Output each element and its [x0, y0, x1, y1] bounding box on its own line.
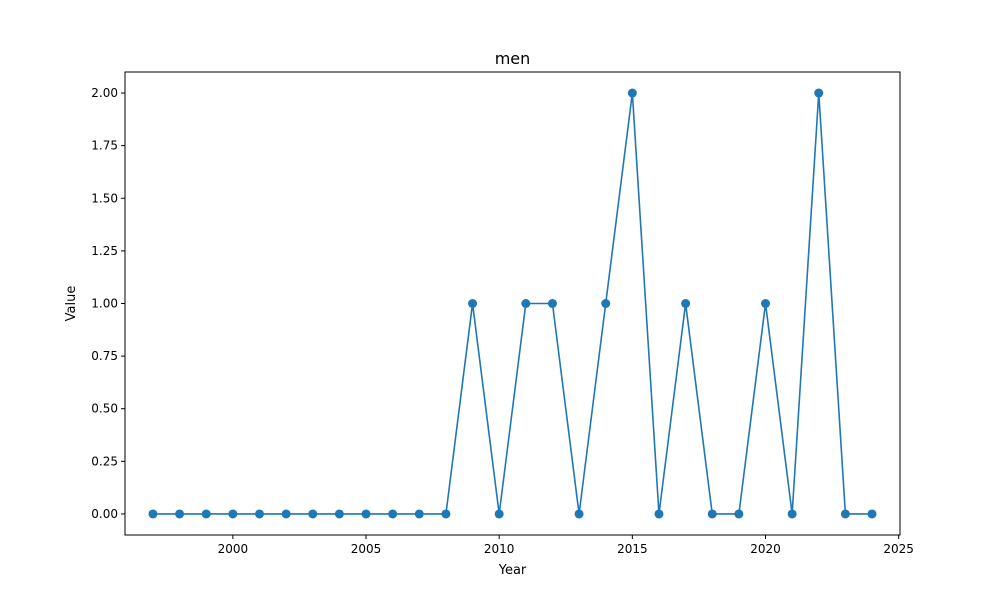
data-point — [308, 509, 318, 519]
data-point — [521, 299, 531, 308]
data-point — [627, 88, 637, 98]
x-tick-label: 2010 — [484, 542, 515, 556]
data-point — [654, 509, 664, 519]
data-point — [547, 299, 557, 308]
data-point — [388, 509, 398, 519]
y-tick-label: 1.50 — [91, 191, 118, 205]
data-point — [254, 509, 264, 519]
x-tick-label: 2000 — [218, 542, 249, 556]
y-tick-label: 0.50 — [91, 402, 118, 416]
y-tick-label: 1.00 — [91, 297, 118, 311]
data-point — [494, 509, 504, 519]
data-point — [867, 509, 877, 519]
data-point — [681, 299, 691, 308]
data-point — [761, 299, 771, 308]
series-layer — [148, 88, 877, 519]
y-tick-label: 1.25 — [91, 244, 118, 258]
data-point — [840, 509, 850, 519]
data-point — [414, 509, 424, 519]
x-axis-ticks: 2000 2005 2010 2015 2020 2025 — [218, 535, 914, 556]
data-point — [175, 509, 185, 519]
chart-title: men — [495, 49, 531, 68]
y-tick-label: 0.75 — [91, 349, 118, 363]
data-point — [148, 509, 158, 519]
data-point — [228, 509, 238, 519]
y-tick-label: 1.75 — [91, 139, 118, 153]
data-point — [734, 509, 744, 519]
data-point — [787, 509, 797, 519]
data-point — [814, 88, 824, 98]
series-line — [152, 92, 873, 515]
x-tick-label: 2005 — [351, 542, 382, 556]
x-tick-label: 2015 — [617, 542, 648, 556]
data-point — [441, 509, 451, 519]
y-tick-label: 0.00 — [91, 507, 118, 521]
data-point — [574, 509, 584, 519]
y-axis-title: Value — [64, 286, 79, 322]
x-axis-title: Year — [498, 563, 527, 578]
y-tick-label: 0.25 — [91, 454, 118, 468]
x-tick-label: 2025 — [883, 542, 914, 556]
data-point — [361, 509, 371, 519]
y-axis-ticks: 0.00 0.25 0.50 0.75 1.00 1.25 1.50 1.75 2.00 — [91, 86, 125, 521]
data-point — [334, 509, 344, 519]
x-tick-label: 2020 — [750, 542, 781, 556]
data-point — [281, 509, 291, 519]
data-point — [468, 299, 478, 308]
data-point — [601, 299, 611, 308]
data-point — [707, 509, 717, 519]
data-point — [201, 509, 211, 519]
y-tick-label: 2.00 — [91, 86, 118, 100]
